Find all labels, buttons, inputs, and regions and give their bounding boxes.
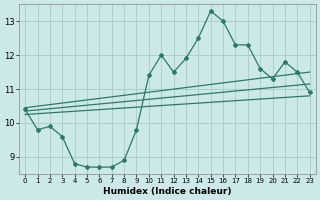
X-axis label: Humidex (Indice chaleur): Humidex (Indice chaleur) <box>103 187 232 196</box>
